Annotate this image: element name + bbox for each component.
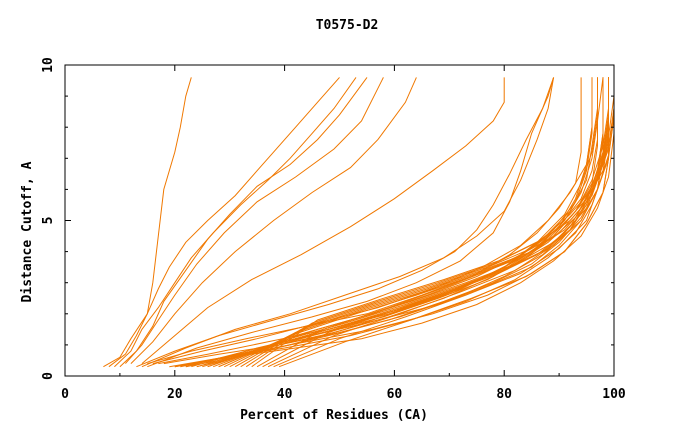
series-line-model-10 (141, 77, 505, 364)
series-line-model-4 (119, 77, 368, 368)
x-tick-label: 40 (277, 387, 293, 402)
series-line-model-29 (245, 77, 609, 368)
series-line-model-9 (147, 77, 555, 368)
series-line-model-8 (141, 77, 555, 368)
series-line-model-16 (174, 77, 615, 368)
series-line-model-32 (207, 77, 598, 368)
series-line-model-40 (278, 77, 615, 368)
chart-title: T0575-D2 (316, 18, 379, 33)
y-tick-label: 5 (41, 217, 56, 225)
x-tick-label: 100 (602, 387, 626, 402)
series-line-model-39 (273, 77, 609, 368)
series-line-model-12 (152, 77, 593, 365)
series-line-model-7 (136, 77, 555, 368)
series-line-model-28 (240, 77, 615, 368)
series-line-model-36 (256, 77, 609, 368)
x-axis: 0 20 40 60 80 100 (61, 65, 626, 402)
series-line-model-25 (223, 77, 609, 368)
series-line-model-6 (130, 77, 417, 364)
x-tick-label: 20 (167, 387, 183, 402)
y-tick-label: 0 (41, 372, 56, 380)
x-axis-label: Percent of Residues (CA) (240, 408, 428, 423)
y-tick-label: 10 (41, 57, 56, 73)
series-line-model-34 (185, 77, 604, 368)
series-line-model-1 (103, 77, 192, 368)
y-axis-label: Distance Cutoff, A (20, 161, 35, 302)
y-axis: 0 5 10 (41, 57, 614, 380)
x-tick-label: 0 (61, 387, 69, 402)
series-line-model-24 (218, 77, 609, 368)
x-tick-label: 80 (496, 387, 512, 402)
series-group (103, 77, 615, 368)
series-line-model-5 (125, 77, 384, 364)
series-line-model-37 (262, 77, 609, 368)
series-line-model-2 (108, 77, 340, 368)
series-line-model-30 (251, 77, 609, 368)
series-line-model-35 (174, 77, 593, 368)
series-line-model-21 (202, 77, 615, 368)
x-tick-label: 60 (387, 387, 403, 402)
